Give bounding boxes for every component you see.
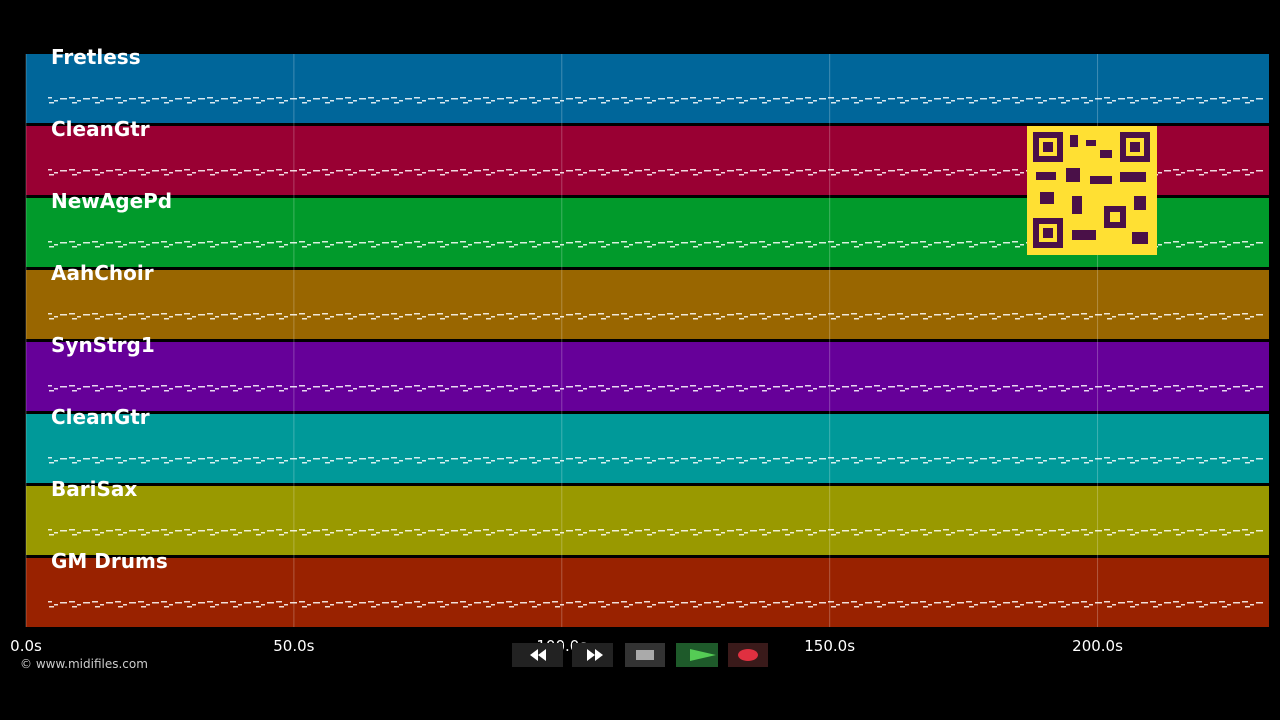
track-name: NewAgePd — [51, 189, 172, 213]
forward-button[interactable] — [572, 643, 613, 667]
track-notes — [48, 240, 1263, 248]
track-name: AahChoir — [51, 261, 154, 285]
track-name: CleanGtr — [51, 117, 150, 141]
track-name: Fretless — [51, 45, 141, 69]
track-name: SynStrg1 — [51, 333, 155, 357]
track-notes — [48, 528, 1263, 536]
track-notes — [48, 168, 1263, 176]
track-notes — [48, 384, 1263, 392]
tracks: Fretless CleanGtr NewAgePd AahChoir SynStrg1… — [26, 45, 1269, 627]
copyright: © www.midifiles.com — [20, 657, 148, 671]
track-lane — [26, 414, 1269, 483]
track-name: CleanGtr — [51, 405, 150, 429]
track-lane — [26, 270, 1269, 339]
tick-label: 0.0s — [10, 637, 42, 655]
track-name: BariSax — [51, 477, 137, 501]
track-notes — [48, 600, 1263, 608]
track-lane — [26, 342, 1269, 411]
track-notes — [48, 312, 1263, 320]
stop-button[interactable] — [625, 643, 665, 667]
qr-code — [1027, 126, 1157, 255]
tick-label: 150.0s — [804, 637, 855, 655]
track-notes — [48, 456, 1263, 464]
play-button[interactable] — [676, 643, 718, 667]
track-notes — [48, 96, 1263, 104]
tick-label: 50.0s — [273, 637, 314, 655]
track-name: GM Drums — [51, 549, 168, 573]
tick-label: 200.0s — [1072, 637, 1123, 655]
record-button[interactable] — [728, 643, 768, 667]
track-lane — [26, 558, 1269, 627]
track-lane — [26, 54, 1269, 123]
controls — [512, 643, 768, 667]
track-lane — [26, 486, 1269, 555]
rewind-button[interactable] — [512, 643, 563, 667]
